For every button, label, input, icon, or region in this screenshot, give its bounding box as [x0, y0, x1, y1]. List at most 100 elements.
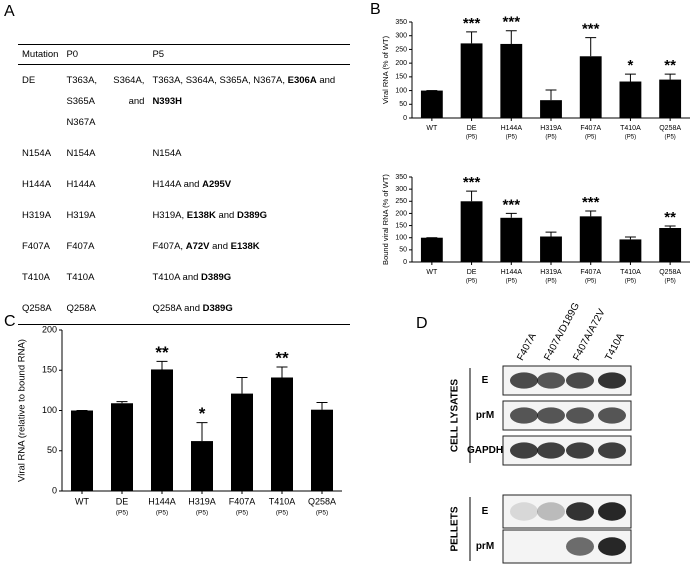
lane-label: T410A	[603, 331, 627, 362]
error-bar	[196, 422, 208, 442]
y-tick-label: 200	[42, 324, 57, 334]
bar	[420, 237, 443, 262]
bar	[619, 81, 642, 118]
category-note: (P5)	[585, 279, 596, 285]
row-label: E	[482, 375, 489, 386]
p5-cell: T363A, S364A, S365A, N367A, E306A and N3…	[148, 65, 350, 139]
y-tick-label: 50	[399, 247, 407, 254]
category-note: (P5)	[156, 510, 168, 517]
y-tick-label: 250	[395, 46, 407, 53]
p5-segment: N154A	[152, 148, 182, 159]
significance: ***	[582, 194, 600, 211]
band	[537, 372, 565, 389]
significance: ***	[463, 15, 481, 32]
table-row: H144A H144A H144A and A295V	[18, 169, 350, 200]
band	[566, 407, 594, 424]
y-tick-label: 300	[395, 33, 407, 40]
error-bar	[316, 401, 328, 410]
x-tick-label: T410A	[620, 269, 641, 276]
row-label: E	[482, 506, 489, 517]
band	[510, 407, 538, 424]
bar	[111, 403, 133, 491]
p5-segment: H144A and	[152, 179, 203, 190]
p0-cell: H319A	[66, 210, 96, 221]
band	[537, 407, 565, 424]
y-tick-label: 0	[403, 259, 407, 266]
x-tick-label: T410A	[269, 496, 296, 506]
x-tick-label: Q258A	[308, 496, 336, 506]
x-tick-label: H144A	[501, 269, 523, 276]
table-row: H319A H319A H319A, E138K and D389G	[18, 200, 350, 231]
bar	[540, 100, 562, 118]
x-tick-label: F407A	[229, 496, 256, 506]
table-row: N154A N154A N154A	[18, 138, 350, 169]
y-tick-label: 250	[395, 198, 407, 205]
p5-segment: and	[215, 210, 237, 221]
mutation-cell: DE	[22, 75, 36, 86]
group-label: CELL LYSATES	[450, 379, 461, 452]
category-note: (P5)	[625, 135, 636, 141]
table-row: Q258A Q258A Q258A and D389G	[18, 293, 350, 325]
error-bar	[466, 31, 478, 44]
y-tick-label: 150	[395, 222, 407, 229]
error-bar	[466, 190, 478, 202]
mutation-table: Mutation P0 P5 DE T363A, S364A, S365A and N3…	[18, 44, 350, 325]
band	[598, 537, 626, 556]
error-bar	[505, 212, 517, 218]
y-tick-label: 200	[395, 210, 407, 217]
error-bar	[156, 360, 168, 370]
p5-segment: H319A,	[152, 210, 187, 221]
bar	[579, 216, 602, 262]
y-tick-label: 350	[395, 19, 407, 26]
bar	[659, 228, 682, 262]
significance: ***	[463, 174, 481, 191]
significance: *	[628, 57, 634, 74]
p5-segment: D389G	[202, 303, 233, 314]
y-tick-label: 200	[395, 60, 407, 67]
significance: *	[199, 404, 206, 423]
category-note: (P5)	[236, 510, 248, 517]
y-tick-label: 350	[395, 174, 407, 181]
band	[510, 442, 538, 459]
bar	[151, 369, 173, 491]
band	[566, 502, 594, 521]
row-label: prM	[476, 541, 494, 552]
category-note: (P5)	[466, 279, 477, 285]
table-row: T410A T410A T410A and D389G	[18, 262, 350, 293]
band	[510, 372, 538, 389]
p5-segment: N393H	[152, 96, 183, 107]
category-note: (P5)	[585, 135, 596, 141]
y-tick-label: 300	[395, 186, 407, 193]
p0-cell: H144A	[66, 179, 96, 190]
category-note: (P5)	[276, 510, 288, 517]
category-note: (P5)	[625, 279, 636, 285]
row-label: prM	[476, 410, 494, 421]
significance: **	[275, 349, 289, 368]
y-tick-label: 100	[395, 235, 407, 242]
band	[537, 502, 565, 521]
p0-cell: N154A	[66, 148, 96, 159]
column-header: P5	[148, 44, 350, 65]
p5-cell: N154A	[148, 138, 350, 169]
y-tick-label: 150	[395, 74, 407, 81]
p5-cell: H144A and A295V	[148, 169, 350, 200]
y-tick-label: 50	[399, 101, 407, 108]
bar	[271, 377, 293, 491]
lane-label: F407A	[515, 331, 539, 362]
p5-segment: D389G	[201, 272, 232, 283]
mutation-cell: Q258A	[18, 293, 63, 325]
category-note: (P5)	[664, 135, 675, 141]
error-bar	[236, 376, 248, 394]
bar	[500, 217, 523, 262]
table-row: DE T363A, S364A, S365A and N367A T363A, S3…	[18, 65, 350, 139]
panel-label: A	[4, 3, 15, 20]
table-row: F407A F407A F407A, A72V and E138K	[18, 231, 350, 262]
category-note: (P5)	[545, 135, 556, 141]
p5-segment: T410A and	[152, 272, 202, 283]
mutation-cell: H319A	[22, 210, 52, 221]
panel-label: B	[370, 1, 381, 18]
band	[566, 537, 594, 556]
bar	[460, 43, 483, 118]
error-bar	[505, 30, 517, 44]
